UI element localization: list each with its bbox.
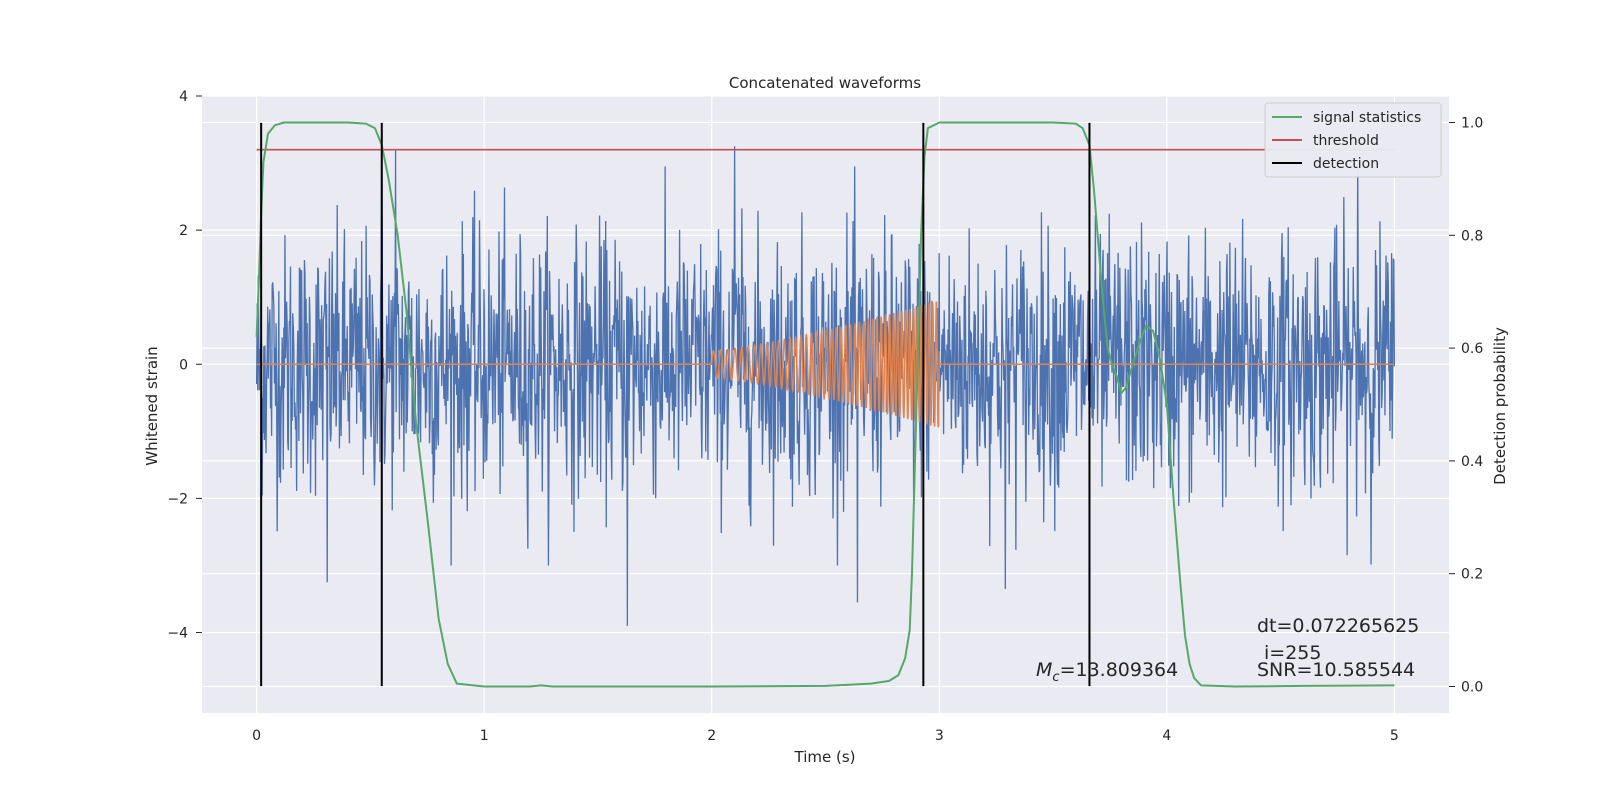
y-left-tick-label: 2 [179, 223, 188, 239]
i-annotation: i=255 [1264, 642, 1321, 664]
y-axis-right-label: Detection probability [1491, 327, 1509, 485]
x-axis-label: Time (s) [794, 748, 856, 766]
legend: signal statistics threshold detection [1264, 102, 1442, 178]
y-left-tick-label: −2 [167, 491, 188, 507]
x-tick-label: 5 [1390, 728, 1399, 744]
legend-box [1264, 102, 1442, 178]
y-left-tick-label: 0 [179, 357, 188, 373]
mc-symbol: M [1036, 659, 1052, 681]
legend-label-signal-statistics: signal statistics [1313, 110, 1421, 126]
y-right-tick-label: 0.2 [1461, 567, 1483, 583]
annotations: Mc=13.809364 dt=0.072265625 i=255 SNR=10… [1036, 615, 1419, 685]
y-left-tick-label: −4 [167, 626, 188, 642]
dt-annotation: dt=0.072265625 [1257, 615, 1419, 637]
y-axis-left-label: Whitened strain [143, 346, 161, 465]
x-tick-label: 2 [707, 728, 716, 744]
y-left-tick-label: 4 [179, 89, 188, 105]
mc-annotation: Mc=13.809364 [1036, 659, 1178, 685]
signal-statistics-line [255, 121, 1395, 688]
plot-series [255, 121, 1396, 688]
y-right-tick-label: 1.0 [1461, 116, 1483, 132]
x-axis-ticks: 0 1 2 3 4 5 [252, 728, 1399, 744]
y-right-tick-label: 0.8 [1461, 228, 1483, 244]
x-tick-label: 4 [1162, 728, 1171, 744]
x-tick-label: 1 [480, 728, 489, 744]
y-axis-right-ticks: 0.0 0.2 0.4 0.6 0.8 1.0 [1449, 116, 1483, 695]
x-tick-label: 0 [252, 728, 261, 744]
snr-annotation: SNR=10.585544 [1257, 659, 1415, 681]
y-axis-left-ticks: −4 −2 0 2 4 [167, 89, 202, 642]
legend-label-threshold: threshold [1313, 133, 1379, 149]
x-tick-label: 3 [935, 728, 944, 744]
y-right-tick-label: 0.0 [1461, 679, 1483, 695]
injected-waveform-line [256, 300, 1395, 428]
mc-subscript: c [1052, 670, 1059, 685]
chart-title: Concatenated waveforms [729, 74, 921, 92]
y-right-tick-label: 0.4 [1461, 454, 1483, 470]
legend-label-detection: detection [1313, 156, 1379, 172]
y-right-tick-label: 0.6 [1461, 341, 1483, 357]
mc-value: =13.809364 [1060, 659, 1179, 681]
